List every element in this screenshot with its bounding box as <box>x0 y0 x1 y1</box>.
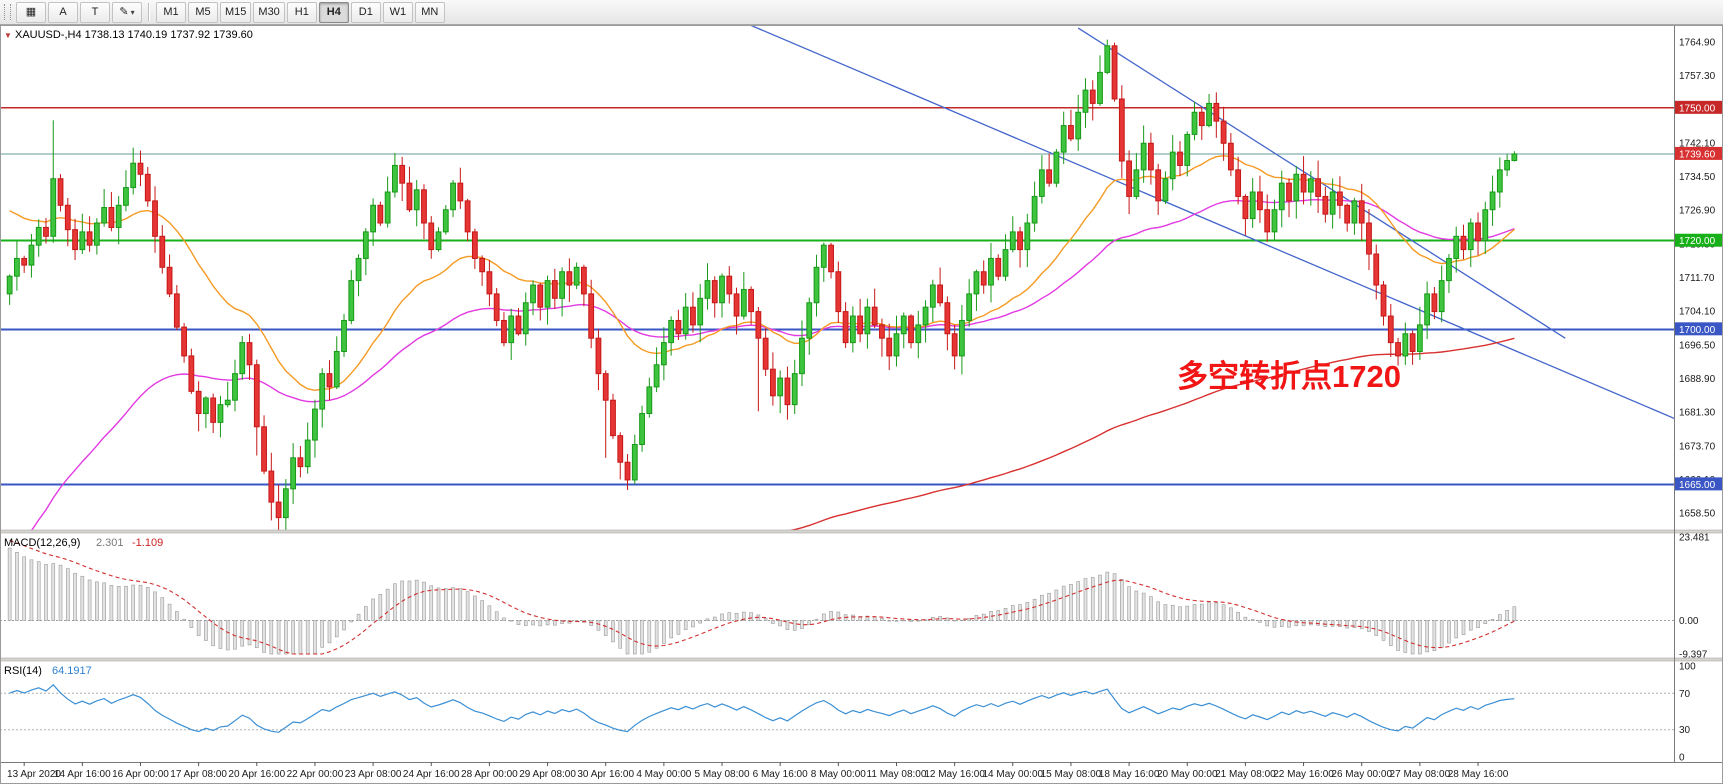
time-axis-label: 17 Apr 08:00 <box>170 769 227 780</box>
time-axis-label: 24 Apr 16:00 <box>403 769 460 780</box>
time-axis-label: 27 May 08:00 <box>1390 769 1451 780</box>
time-axis-label: 23 Apr 08:00 <box>345 769 402 780</box>
price-badge-1720.00: 1720.00 <box>1675 233 1722 247</box>
macd-axis-label: -9.397 <box>1679 650 1708 661</box>
time-axis-label: 28 May 16:00 <box>1448 769 1509 780</box>
price-axis-label: 1757.30 <box>1679 71 1716 82</box>
macd-value-main: 2.301 <box>96 537 124 549</box>
macd-axis-label: 23.481 <box>1679 533 1710 544</box>
chart-area: 多空转折点17201764.901757.301749.701742.10173… <box>0 25 1723 784</box>
price-badge-1750.00: 1750.00 <box>1675 100 1722 114</box>
chart-annotation-text: 多空转折点1720 <box>1177 359 1401 394</box>
macd-axis-label: 0.00 <box>1679 616 1699 627</box>
rsi-value: 64.1917 <box>52 665 92 677</box>
price-badge-1665.00: 1665.00 <box>1675 477 1722 491</box>
timeframe-h4-button[interactable]: H4 <box>318 1 349 23</box>
rsi-axis-label: 100 <box>1679 662 1696 673</box>
timeframe-m5-button[interactable]: M5 <box>188 1 218 23</box>
time-axis-label: 14 Apr 16:00 <box>54 769 111 780</box>
rsi-label: RSI(14) <box>4 665 42 677</box>
time-axis-label: 22 May 16:00 <box>1273 769 1334 780</box>
panel-divider-rsi[interactable] <box>0 657 1723 662</box>
rsi-axis-label: 70 <box>1679 689 1691 700</box>
draw-tool-button[interactable]: ✎ ▾ <box>112 1 142 23</box>
price-axis-label: 1658.50 <box>1679 509 1716 520</box>
timeframe-m30-button[interactable]: M30 <box>253 1 285 23</box>
price-axis-label: 1688.90 <box>1679 374 1716 385</box>
panel-divider-macd[interactable] <box>0 529 1723 534</box>
macd-signal-line <box>9 540 1515 655</box>
price-axis-label: 1726.90 <box>1679 206 1716 217</box>
ma-orange-line <box>9 154 1515 392</box>
time-axis-label: 26 May 00:00 <box>1331 769 1392 780</box>
time-axis-label: 4 May 00:00 <box>636 769 691 780</box>
timeframe-d1-button[interactable]: D1 <box>350 1 381 23</box>
svg-text:1750.00: 1750.00 <box>1679 103 1716 114</box>
chart-title-ohlc: XAUUSD-,H4 1738.13 1740.19 1737.92 1739.… <box>15 29 253 41</box>
price-axis-label: 1764.90 <box>1679 37 1716 48</box>
price-axis-label: 1673.70 <box>1679 441 1716 452</box>
time-axis-label: 30 Apr 16:00 <box>577 769 634 780</box>
time-axis-label: 14 May 00:00 <box>982 769 1043 780</box>
time-axis-label: 18 May 16:00 <box>1099 769 1160 780</box>
ma-red-line <box>789 337 1515 530</box>
pencil-icon: ✎ <box>119 5 129 18</box>
svg-text:1665.00: 1665.00 <box>1679 480 1716 491</box>
rsi-axis-label: 30 <box>1679 725 1691 736</box>
rsi-axis-label: 0 <box>1679 753 1685 764</box>
toolbar-separator <box>148 3 150 21</box>
time-axis[interactable] <box>0 763 1723 784</box>
svg-text:1739.60: 1739.60 <box>1679 149 1716 160</box>
time-axis-label: 16 Apr 00:00 <box>112 769 169 780</box>
svg-text:1700.00: 1700.00 <box>1679 325 1716 336</box>
time-axis-label: 21 May 08:00 <box>1215 769 1276 780</box>
timeframe-w1-button[interactable]: W1 <box>382 1 413 23</box>
price-axis-label: 1704.10 <box>1679 307 1716 318</box>
rsi-line <box>9 683 1515 733</box>
time-axis-label: 15 May 08:00 <box>1041 769 1102 780</box>
macd-histogram <box>7 547 1517 655</box>
time-axis-label: 28 Apr 00:00 <box>461 769 518 780</box>
price-axis-label: 1734.50 <box>1679 172 1716 183</box>
candlestick-series <box>6 39 1518 530</box>
timeframe-m1-button[interactable]: M1 <box>156 1 186 23</box>
price-axis-label: 1711.70 <box>1679 273 1715 284</box>
price-badge-1700.00: 1700.00 <box>1675 322 1722 336</box>
time-axis-label: 12 May 16:00 <box>924 769 985 780</box>
text-tool-button[interactable]: A <box>48 1 78 23</box>
chart-svg: 多空转折点17201764.901757.301749.701742.10173… <box>0 25 1723 784</box>
toolbar-grip[interactable] <box>4 4 11 20</box>
svg-text:1720.00: 1720.00 <box>1679 236 1716 247</box>
time-axis-label: 22 Apr 00:00 <box>287 769 344 780</box>
timeframe-mn-button[interactable]: MN <box>414 1 445 23</box>
time-axis-label: 11 May 08:00 <box>867 769 927 780</box>
label-tool-button[interactable]: T <box>80 1 110 23</box>
time-axis-label: 13 Apr 2020 <box>7 769 61 780</box>
macd-value-signal: -1.109 <box>132 537 163 549</box>
price-axis-label: 1681.30 <box>1679 408 1716 419</box>
time-axis-label: 20 Apr 16:00 <box>228 769 285 780</box>
one-click-arrow-icon[interactable]: ▼ <box>4 31 12 40</box>
time-axis-label: 6 May 16:00 <box>753 769 808 780</box>
price-axis-label: 1696.50 <box>1679 340 1716 351</box>
macd-label: MACD(12,26,9) <box>4 537 80 549</box>
time-axis-label: 5 May 08:00 <box>694 769 749 780</box>
timeframe-h1-button[interactable]: H1 <box>286 1 317 23</box>
tile-windows-icon[interactable]: ▦ <box>16 1 46 23</box>
current-price-badge: 1739.60 <box>1675 146 1722 160</box>
timeframe-m15-button[interactable]: M15 <box>220 1 252 23</box>
time-axis-label: 8 May 00:00 <box>811 769 866 780</box>
top-toolbar: ▦ A T ✎ ▾ M1 M5 M15 M30 H1 H4 D1 W1 MN <box>0 0 1723 25</box>
chevron-down-icon: ▾ <box>130 7 135 17</box>
price-axis-label: 1742.10 <box>1679 138 1716 149</box>
time-axis-label: 20 May 00:00 <box>1157 769 1218 780</box>
rsi-panel-plot[interactable] <box>0 661 1674 762</box>
ma-magenta-line <box>31 198 1515 530</box>
time-axis-label: 29 Apr 08:00 <box>519 769 576 780</box>
trendline-1[interactable] <box>737 25 1723 440</box>
